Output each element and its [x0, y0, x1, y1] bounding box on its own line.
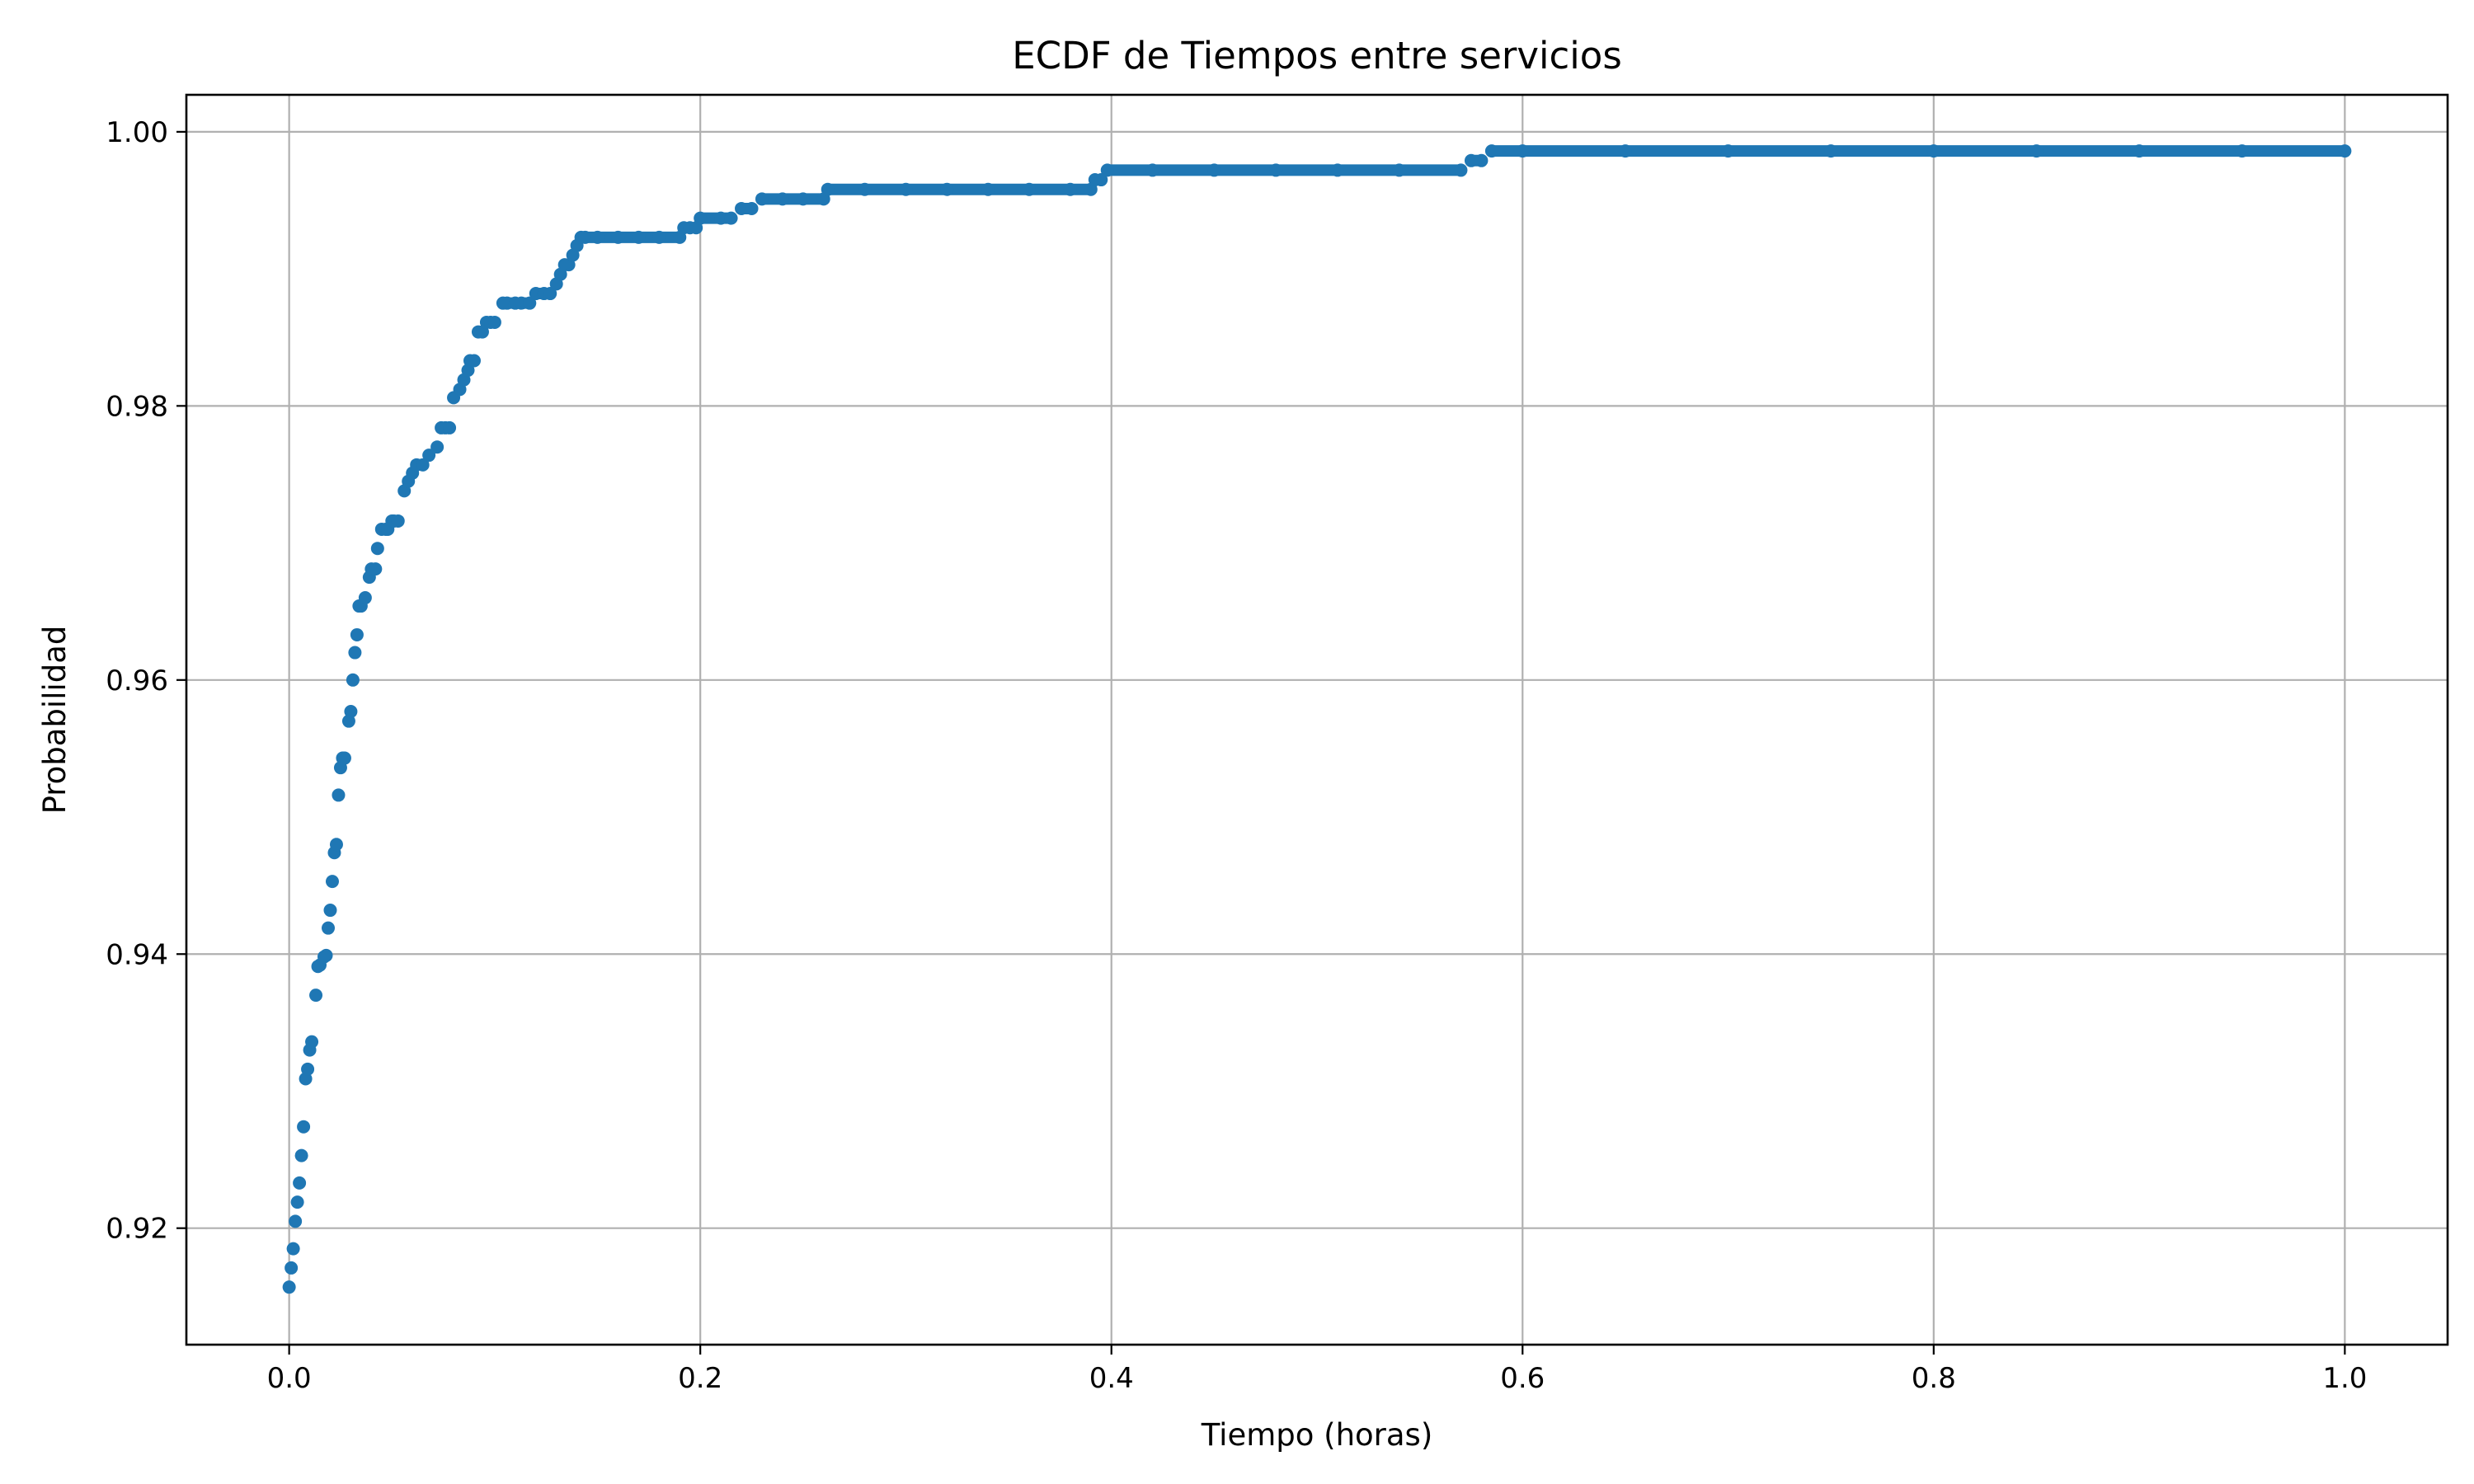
y-tick-label: 0.92: [106, 1213, 168, 1246]
data-point: [1063, 182, 1077, 196]
data-point: [1464, 153, 1478, 167]
data-point: [899, 182, 913, 196]
plot-frame: [185, 93, 2449, 1346]
data-point: [289, 1214, 303, 1228]
data-point: [858, 182, 872, 196]
data-point: [2338, 144, 2352, 158]
data-point: [467, 354, 481, 368]
data-point: [416, 458, 430, 472]
data-point: [370, 542, 384, 556]
data-point: [1926, 144, 1940, 158]
data-point: [543, 287, 557, 301]
data-point: [821, 182, 835, 196]
x-tick-label: 1.0: [2322, 1362, 2367, 1395]
data-point: [590, 230, 604, 244]
data-point: [724, 211, 738, 225]
data-point: [1145, 163, 1159, 177]
data-point: [1516, 144, 1530, 158]
x-axis-ticks: 0.0 0.2 0.4 0.6 0.8 1.0: [267, 1345, 2367, 1395]
data-point: [1023, 182, 1037, 196]
data-point: [523, 296, 537, 310]
y-tick-label: 0.94: [106, 938, 168, 971]
x-tick-label: 0.6: [1500, 1362, 1545, 1395]
data-point: [1207, 163, 1221, 177]
data-point: [290, 1195, 304, 1209]
data-point: [745, 201, 759, 215]
data-point: [285, 1261, 299, 1275]
data-point: [323, 904, 337, 918]
data-point: [332, 788, 346, 802]
data-point: [1824, 144, 1838, 158]
data-point: [1475, 153, 1489, 167]
data-point: [286, 1242, 300, 1256]
data-point: [1618, 144, 1632, 158]
data-point: [981, 182, 995, 196]
data-point: [305, 1035, 319, 1049]
data-point: [337, 751, 351, 765]
data-point: [1269, 163, 1283, 177]
data-point: [632, 230, 646, 244]
data-point: [282, 1280, 296, 1294]
x-axis-label: Tiempo (horas): [1201, 1417, 1433, 1453]
data-point: [309, 989, 323, 1003]
data-point: [358, 591, 372, 605]
data-point: [796, 192, 810, 206]
data-point: [735, 201, 749, 215]
data-point: [487, 315, 501, 329]
data-points: [282, 144, 2352, 1294]
data-point: [294, 1148, 308, 1162]
x-tick-label: 0.4: [1089, 1362, 1134, 1395]
data-point: [329, 838, 343, 852]
data-point: [714, 211, 728, 225]
data-point: [297, 1120, 311, 1134]
y-axis-ticks: 0.92 0.94 0.96 0.98 1.00: [106, 116, 186, 1246]
data-point: [348, 646, 362, 660]
data-point: [422, 448, 436, 463]
data-point: [350, 627, 364, 641]
x-tick-label: 0.0: [267, 1362, 312, 1395]
data-point: [578, 230, 592, 244]
data-point: [1100, 163, 1114, 177]
data-point: [694, 211, 708, 225]
data-point: [391, 514, 405, 528]
y-axis-label: Probabilidad: [37, 626, 73, 815]
y-tick-label: 0.96: [106, 665, 168, 697]
data-point: [2235, 144, 2249, 158]
data-point: [301, 1062, 315, 1076]
data-point: [775, 192, 789, 206]
data-point: [443, 420, 457, 434]
data-point: [369, 562, 383, 576]
data-point: [344, 705, 358, 719]
y-tick-label: 0.98: [106, 390, 168, 423]
data-point: [321, 921, 335, 935]
data-point: [652, 230, 666, 244]
y-tick-label: 1.00: [106, 116, 168, 149]
data-point: [430, 440, 444, 454]
data-point: [755, 192, 769, 206]
data-point: [1454, 163, 1468, 177]
data-point: [293, 1176, 307, 1190]
data-point: [319, 948, 333, 962]
data-point: [940, 182, 954, 196]
x-tick-label: 0.8: [1912, 1362, 1956, 1395]
chart-title: ECDF de Tiempos entre servicios: [1012, 34, 1622, 77]
data-point: [1392, 163, 1406, 177]
data-point: [325, 875, 339, 889]
data-point: [1484, 144, 1498, 158]
data-point: [611, 230, 625, 244]
data-point: [2133, 144, 2147, 158]
data-point: [1330, 163, 1344, 177]
data-point: [346, 673, 360, 687]
data-point: [1094, 173, 1108, 187]
grid-lines: [186, 95, 2448, 1345]
data-point: [1721, 144, 1735, 158]
x-tick-label: 0.2: [678, 1362, 722, 1395]
data-point: [2030, 144, 2044, 158]
